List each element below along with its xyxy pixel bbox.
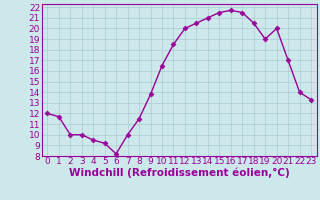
X-axis label: Windchill (Refroidissement éolien,°C): Windchill (Refroidissement éolien,°C) <box>69 168 290 178</box>
